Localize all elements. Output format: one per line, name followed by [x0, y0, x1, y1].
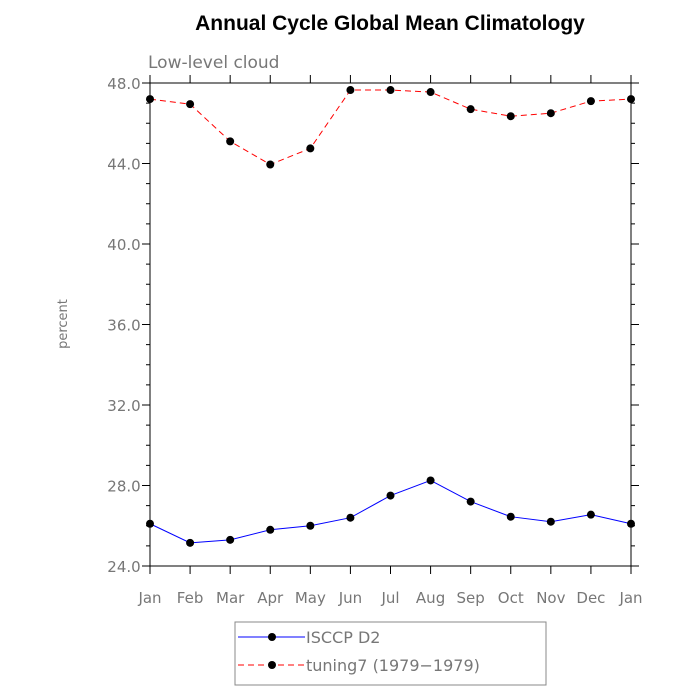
- y-tick-label: 40.0: [107, 236, 140, 254]
- y-tick-label: 36.0: [107, 317, 140, 335]
- x-tick-label: Apr: [257, 589, 284, 607]
- x-tick-label: Dec: [576, 589, 605, 607]
- data-point-tuning7: [266, 160, 275, 169]
- series-line-isccp: [149, 479, 632, 544]
- data-point-isccp: [506, 512, 515, 521]
- data-point-isccp: [346, 513, 355, 522]
- data-point-tuning7: [146, 95, 154, 104]
- x-tick-label: Sep: [457, 589, 485, 607]
- y-tick-label: 48.0: [107, 75, 140, 93]
- x-tick-label: Feb: [177, 589, 204, 607]
- x-tick-label: Jul: [380, 589, 399, 607]
- data-point-isccp: [226, 535, 235, 544]
- series-layer: [146, 86, 635, 547]
- data-point-tuning7: [426, 88, 435, 97]
- data-point-isccp: [546, 517, 555, 526]
- legend-marker-isccp: [268, 633, 276, 641]
- axis-ticks: [142, 75, 639, 574]
- data-point-isccp: [627, 519, 635, 528]
- data-point-tuning7: [546, 109, 555, 118]
- y-tick-label: 24.0: [107, 558, 140, 576]
- legend-label-tuning7: tuning7 (1979−1979): [306, 656, 480, 675]
- y-tick-label: 32.0: [107, 397, 140, 415]
- data-point-isccp: [146, 519, 154, 528]
- x-tick-label: Jan: [618, 589, 642, 607]
- x-tick-label: May: [295, 589, 326, 607]
- data-point-isccp: [586, 510, 595, 519]
- data-point-tuning7: [186, 100, 195, 109]
- data-point-isccp: [266, 525, 275, 534]
- data-point-tuning7: [226, 137, 235, 146]
- data-point-isccp: [466, 497, 475, 506]
- legend-marker-tuning7: [268, 661, 276, 669]
- x-tick-labels: Jan Feb Mar Apr May Jun Jul Aug Sep Oct Nov Dec Jan: [137, 589, 642, 607]
- legend-box: [234, 621, 547, 686]
- data-point-tuning7: [627, 95, 635, 104]
- data-point-isccp: [426, 476, 435, 485]
- data-point-tuning7: [586, 97, 595, 106]
- data-point-isccp: [306, 521, 315, 530]
- data-point-isccp: [186, 538, 195, 547]
- data-point-tuning7: [386, 86, 395, 95]
- chart-title: Annual Cycle Global Mean Climatology: [195, 12, 585, 35]
- data-point-tuning7: [506, 112, 515, 121]
- y-tick-labels: 24.0 28.0 32.0 36.0 40.0 44.0 48.0: [107, 75, 140, 576]
- data-point-tuning7: [346, 86, 355, 95]
- chart-subtitle: Low-level cloud: [148, 53, 279, 73]
- x-tick-label: Jan: [137, 589, 161, 607]
- data-point-isccp: [386, 491, 395, 500]
- series-line-tuning7: [149, 89, 632, 166]
- data-point-tuning7: [466, 105, 475, 114]
- legend-label-isccp: ISCCP D2: [306, 628, 380, 647]
- x-tick-label: Jun: [338, 589, 362, 607]
- y-tick-label: 44.0: [107, 156, 140, 174]
- x-tick-label: Nov: [536, 589, 565, 607]
- y-tick-label: 28.0: [107, 478, 140, 496]
- y-axis-label: percent: [56, 299, 71, 349]
- x-tick-label: Oct: [498, 589, 524, 607]
- data-point-tuning7: [306, 144, 315, 153]
- x-tick-label: Mar: [216, 589, 245, 607]
- x-tick-label: Aug: [416, 589, 445, 607]
